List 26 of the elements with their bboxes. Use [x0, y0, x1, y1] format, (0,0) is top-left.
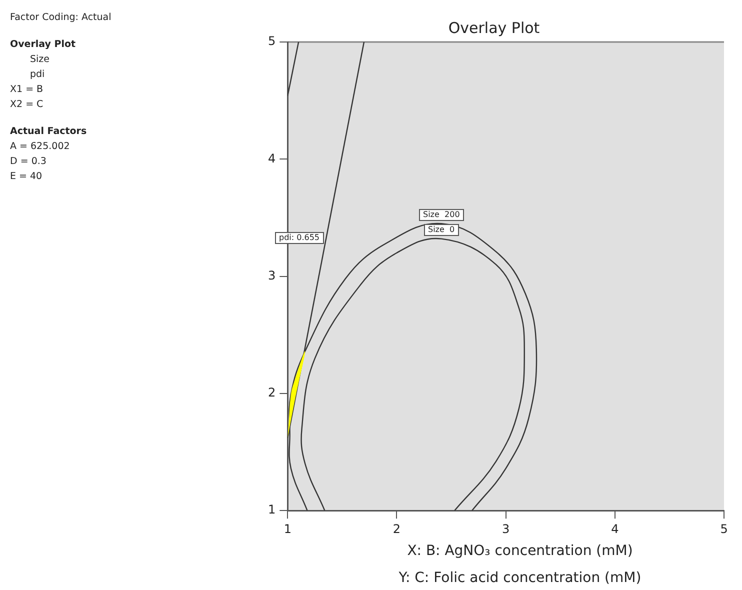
annotation: pdi: 0.655	[275, 232, 324, 244]
text: X1 = B	[10, 83, 44, 97]
text: A = 625.002	[10, 140, 71, 154]
chart-title: Overlay Plot	[448, 18, 540, 37]
text: pdi	[29, 68, 46, 82]
x-tick-label: 3	[502, 522, 510, 536]
y-tick-label: 2	[268, 386, 276, 400]
text: E = 40	[10, 170, 44, 184]
y-tick-label: 3	[268, 268, 276, 282]
text: Size	[29, 53, 51, 67]
x-tick-label: 2	[392, 522, 401, 536]
x-tick-label: 1	[284, 522, 292, 536]
text: X2 = C	[10, 98, 44, 112]
text: Y: C: Folic acid concentration (mM)	[398, 570, 642, 586]
y-tick-label: 4	[268, 151, 276, 166]
x-axis-title: X: B: AgNO₃ concentration (mM)	[406, 543, 634, 559]
text: D = 0.3	[10, 155, 48, 169]
y-tick-label: 1	[268, 502, 276, 517]
text: Actual Factors	[10, 125, 88, 139]
annotation: Size 0	[424, 224, 459, 236]
text: Factor Coding: Actual	[10, 11, 112, 25]
y-tick-label: 5	[268, 34, 276, 48]
annotation: Size 200	[419, 209, 464, 221]
x-tick-label: 5	[720, 522, 728, 536]
x-tick-label: 4	[611, 522, 619, 536]
text: Overlay Plot	[10, 38, 77, 52]
